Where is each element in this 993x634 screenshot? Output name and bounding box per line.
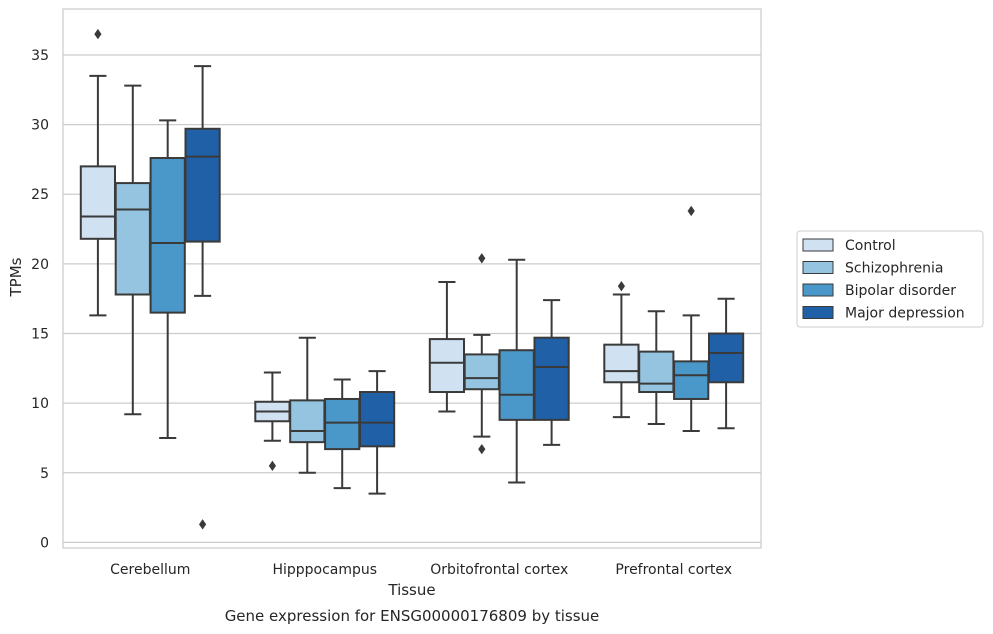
box-iqr bbox=[428, 338, 466, 394]
box-group bbox=[603, 280, 640, 419]
series-bipolar-disorder bbox=[149, 119, 710, 490]
legend-swatch bbox=[802, 283, 834, 297]
box-iqr bbox=[638, 350, 675, 394]
y-tick-label: 0 bbox=[40, 535, 49, 551]
y-tick-label: 15 bbox=[31, 327, 49, 343]
y-tick-label: 10 bbox=[31, 396, 49, 412]
y-tick-label: 5 bbox=[40, 466, 49, 482]
y-axis-label: TPMs bbox=[7, 257, 25, 297]
legend-frame bbox=[796, 230, 984, 328]
outlier-point bbox=[478, 253, 486, 264]
box-iqr bbox=[358, 391, 396, 448]
legend-label: Major depression bbox=[845, 306, 965, 322]
box-group bbox=[638, 310, 675, 426]
outlier-point bbox=[617, 280, 625, 292]
x-axis-ticks: Cerebellum Hipppocampus Orbitofrontal cort… bbox=[110, 562, 732, 578]
box-iqr bbox=[114, 182, 151, 296]
outlier-point bbox=[199, 519, 207, 530]
x-tick-label: Cerebellum bbox=[110, 562, 190, 578]
box-group bbox=[673, 205, 710, 433]
box-series bbox=[79, 28, 745, 530]
box-iqr bbox=[673, 360, 710, 400]
box-iqr bbox=[149, 157, 186, 314]
outlier-point bbox=[94, 28, 102, 40]
y-tick-label: 35 bbox=[31, 48, 49, 64]
legend: Control Schizophrenia Bipolar disorder Majo… bbox=[796, 230, 984, 328]
box-iqr bbox=[289, 399, 326, 444]
box-iqr bbox=[533, 336, 570, 421]
box-iqr bbox=[79, 165, 117, 240]
box-iqr bbox=[184, 127, 221, 243]
x-tick-label: Hipppocampus bbox=[272, 562, 377, 578]
series-schizophrenia bbox=[114, 84, 675, 474]
box-group bbox=[498, 258, 535, 484]
box-group bbox=[324, 378, 361, 490]
legend-label: Control bbox=[845, 238, 896, 254]
box-iqr bbox=[463, 353, 500, 391]
box-group bbox=[254, 371, 291, 472]
y-axis-ticks: 0 5 10 15 20 25 30 35 bbox=[31, 48, 49, 551]
legend-label: Bipolar disorder bbox=[845, 283, 956, 299]
legend-item: Schizophrenia bbox=[802, 261, 943, 277]
box-group bbox=[184, 65, 221, 530]
box-group bbox=[289, 336, 326, 474]
box-iqr bbox=[324, 397, 361, 451]
box-group bbox=[79, 28, 117, 317]
legend-item: Bipolar disorder bbox=[802, 283, 956, 299]
legend-label: Schizophrenia bbox=[845, 261, 943, 277]
legend-swatch bbox=[802, 306, 834, 319]
box-iqr bbox=[498, 349, 535, 421]
box-group bbox=[149, 119, 186, 439]
box-group bbox=[428, 280, 466, 413]
outlier-point bbox=[687, 205, 695, 217]
outlier-point bbox=[478, 443, 486, 455]
box-group bbox=[463, 253, 500, 455]
series-major-depression bbox=[184, 65, 745, 530]
legend-swatch bbox=[802, 238, 834, 252]
series-control bbox=[79, 28, 640, 472]
box-iqr bbox=[707, 332, 745, 384]
chart-caption: Gene expression for ENSG00000176809 by t… bbox=[225, 607, 600, 625]
box-group bbox=[533, 299, 570, 446]
y-tick-label: 30 bbox=[31, 118, 49, 134]
legend-item: Major depression bbox=[802, 306, 965, 322]
legend-item: Control bbox=[802, 238, 896, 254]
box-group bbox=[358, 370, 396, 495]
x-axis-label: Tissue bbox=[387, 581, 435, 599]
box-group bbox=[114, 84, 151, 416]
box-group bbox=[707, 297, 745, 430]
x-tick-label: Orbitofrontal cortex bbox=[430, 562, 568, 578]
plot-area-frame bbox=[62, 8, 762, 549]
y-tick-label: 20 bbox=[31, 257, 49, 273]
box-iqr bbox=[603, 343, 640, 384]
legend-swatch bbox=[802, 261, 834, 274]
outlier-point bbox=[268, 460, 276, 472]
y-tick-label: 25 bbox=[31, 187, 49, 203]
x-tick-label: Prefrontal cortex bbox=[615, 562, 732, 578]
